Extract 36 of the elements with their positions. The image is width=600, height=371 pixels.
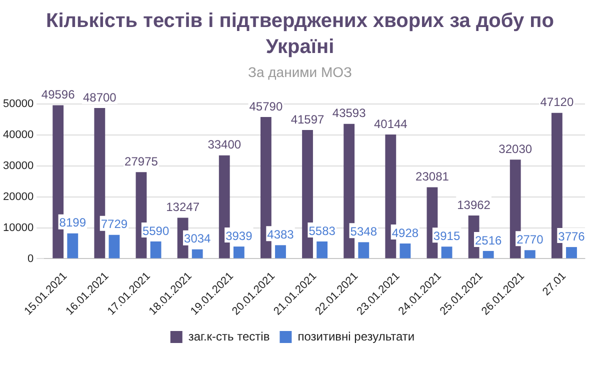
data-label: 41597 — [290, 112, 325, 126]
chart-title: Кількість тестів і підтверджених хворих за добу по Україні — [45, 9, 555, 60]
data-label: 4383 — [267, 227, 294, 242]
data-label: 3776 — [558, 229, 586, 244]
y-tick-label: 50000 — [2, 98, 34, 110]
y-tick-label: 30000 — [2, 160, 34, 172]
data-label: 13247 — [166, 200, 200, 214]
y-tick-label: 20000 — [2, 190, 34, 203]
data-label: 33400 — [208, 138, 242, 152]
data-label: 2516 — [475, 233, 502, 248]
data-label: 47120 — [540, 95, 574, 110]
data-label: 4928 — [392, 226, 419, 240]
chart-subtitle: За даними МОЗ — [247, 64, 353, 80]
data-label: 23081 — [416, 170, 450, 184]
data-label: 3034 — [184, 232, 212, 246]
y-tick-label: 10000 — [2, 222, 34, 234]
data-label: 27975 — [124, 154, 158, 168]
y-tick-label: 40000 — [2, 128, 34, 141]
data-label: 13962 — [457, 198, 491, 212]
data-label: 8199 — [59, 216, 86, 230]
data-label: 3915 — [433, 228, 460, 243]
data-label: 43593 — [332, 106, 366, 120]
data-label: 7729 — [100, 217, 128, 232]
data-label: 5590 — [142, 224, 170, 238]
data-label: 2770 — [516, 232, 544, 246]
data-label: 5348 — [350, 224, 378, 238]
legend-label: позитивні результати — [298, 329, 415, 344]
data-label: 3939 — [226, 228, 253, 243]
data-label: 49596 — [41, 88, 76, 102]
data-label: 45790 — [249, 99, 283, 114]
y-tick-label: 0 — [27, 252, 34, 265]
data-label: 5583 — [308, 224, 336, 238]
data-label: 48700 — [82, 90, 117, 104]
data-label: 40144 — [374, 116, 408, 131]
legend-label: заг.к-сть тестів — [188, 329, 270, 344]
data-label: 32030 — [498, 142, 532, 156]
